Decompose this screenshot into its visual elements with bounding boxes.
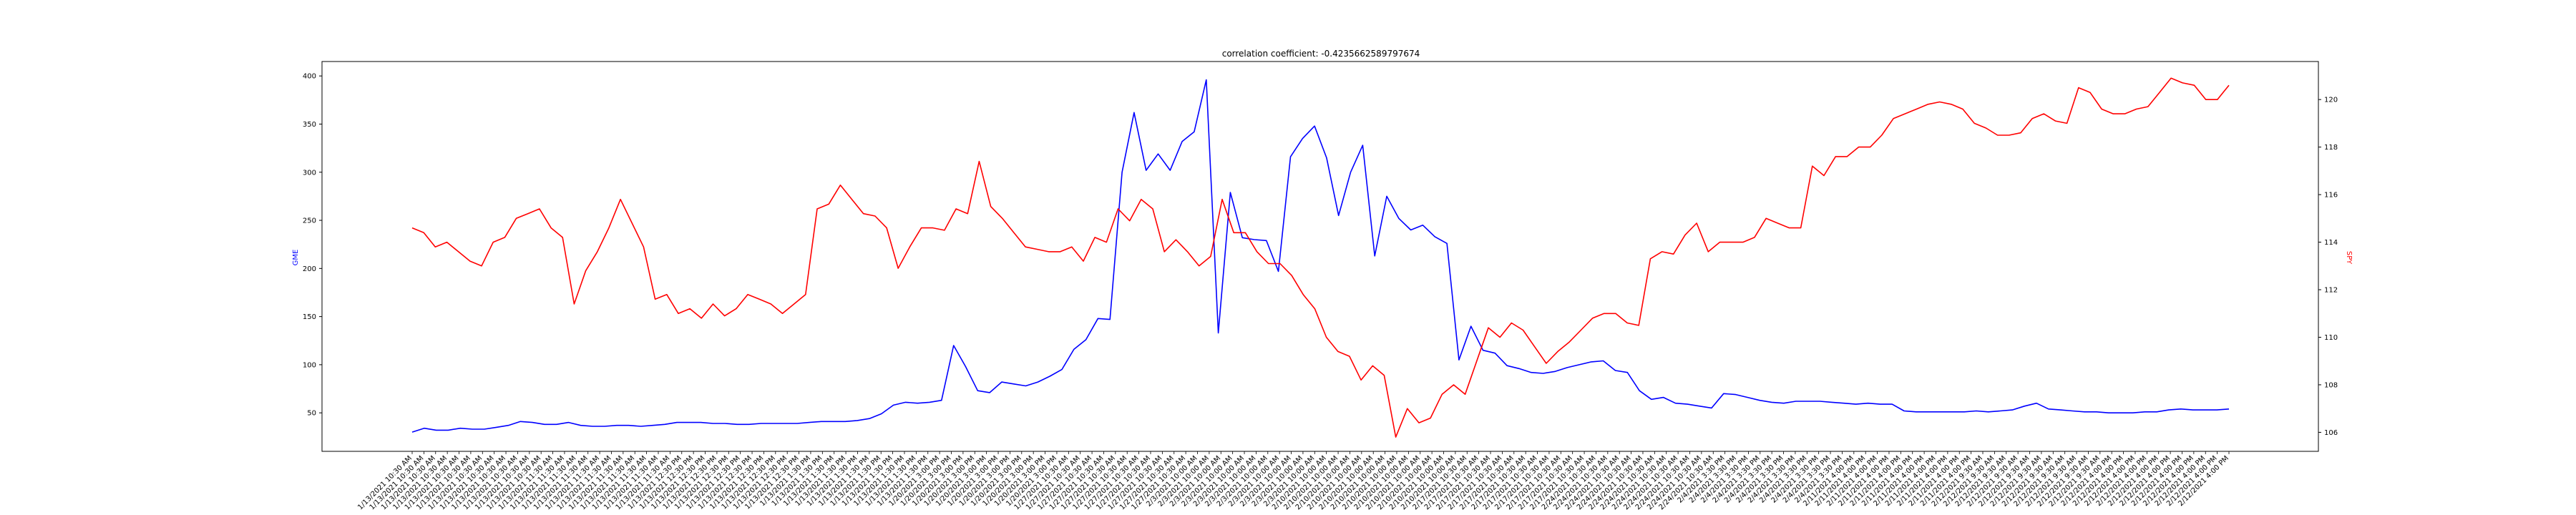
right-y-tick-label: 112 bbox=[2324, 287, 2338, 295]
right-y-axis-label: SPY bbox=[2345, 251, 2353, 265]
series-line-spy bbox=[411, 77, 2230, 438]
series-group bbox=[411, 77, 2230, 438]
right-y-tick-label: 120 bbox=[2324, 97, 2338, 104]
left-y-tick-label: 300 bbox=[303, 169, 316, 177]
series-line-gme bbox=[411, 79, 2230, 433]
left-y-axis: 50 100 150 200 250 300 350 400 bbox=[303, 73, 322, 418]
right-y-tick-label: 106 bbox=[2324, 429, 2338, 437]
chart-title: correlation coefficient: -0.423566258979… bbox=[1222, 49, 1420, 59]
x-axis: 1/13/2021 10:30 AM1/13/2021 10:30 AM1/13… bbox=[356, 451, 2230, 511]
left-y-tick-label: 200 bbox=[303, 265, 316, 273]
left-y-axis-label: GME bbox=[292, 250, 300, 266]
left-y-tick-label: 350 bbox=[303, 121, 316, 129]
right-y-tick-label: 114 bbox=[2324, 239, 2338, 247]
left-y-tick-label: 100 bbox=[303, 361, 316, 369]
right-y-tick-label: 108 bbox=[2324, 381, 2338, 389]
left-y-tick-label: 50 bbox=[307, 410, 316, 418]
right-y-axis: 106 108 110 112 114 116 118 120 bbox=[2318, 97, 2338, 437]
right-y-tick-label: 110 bbox=[2324, 334, 2338, 342]
left-y-tick-label: 400 bbox=[303, 73, 316, 81]
right-y-tick-label: 118 bbox=[2324, 144, 2338, 152]
left-y-tick-label: 150 bbox=[303, 313, 316, 321]
plot-frame bbox=[321, 61, 2319, 452]
left-y-tick-label: 250 bbox=[303, 217, 316, 225]
right-y-tick-label: 116 bbox=[2324, 192, 2338, 200]
